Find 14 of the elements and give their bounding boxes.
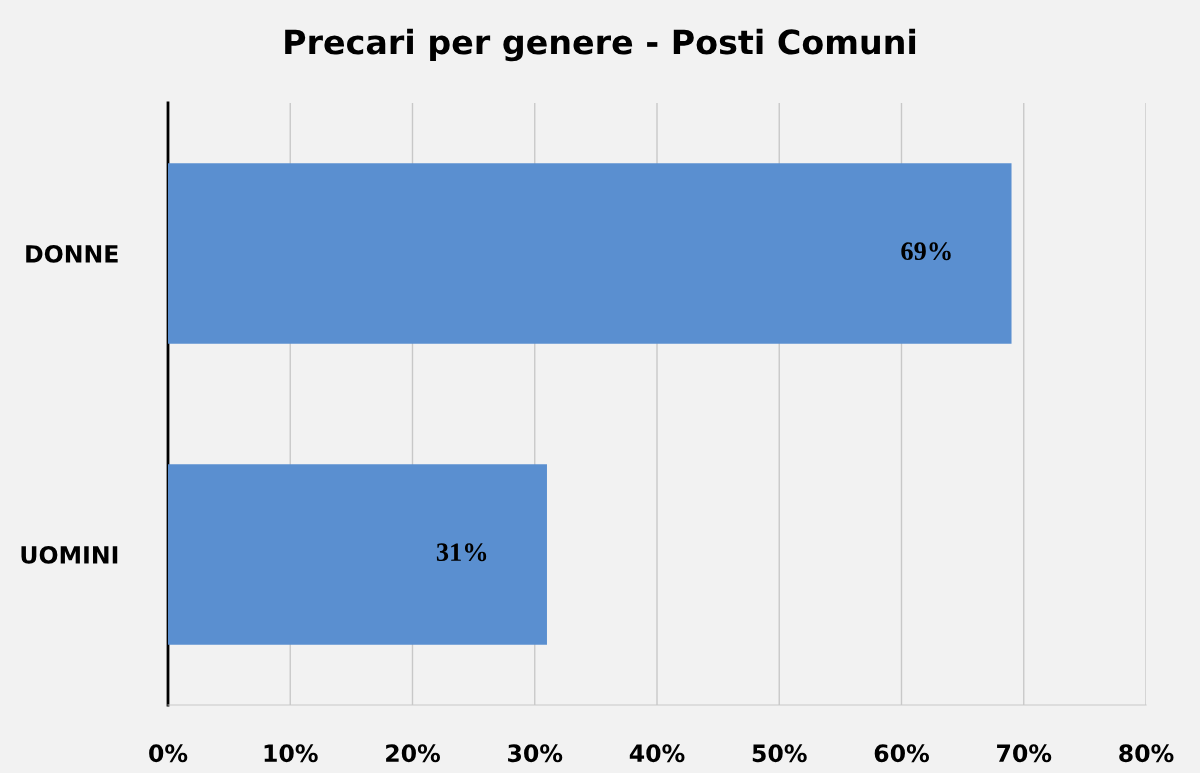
y-tick-label: DONNE bbox=[26, 244, 118, 263]
x-tick-label: 50% bbox=[752, 744, 807, 763]
x-tick-label: 80% bbox=[1119, 744, 1174, 763]
x-tick-label: 20% bbox=[386, 744, 441, 763]
x-tick-label: 70% bbox=[997, 744, 1052, 763]
chart-title: Precari per genere - Posti Comuni bbox=[285, 28, 916, 62]
x-tick-label: 40% bbox=[629, 744, 685, 763]
x-tick-label: 30% bbox=[508, 744, 563, 763]
x-tick-label: 60% bbox=[874, 744, 930, 763]
data-label: 31% bbox=[436, 543, 487, 562]
x-tick-label: 0% bbox=[149, 744, 188, 763]
y-tick-label: UOMINI bbox=[21, 545, 118, 564]
data-label: 69% bbox=[901, 242, 951, 261]
x-tick-label: 10% bbox=[264, 744, 318, 763]
